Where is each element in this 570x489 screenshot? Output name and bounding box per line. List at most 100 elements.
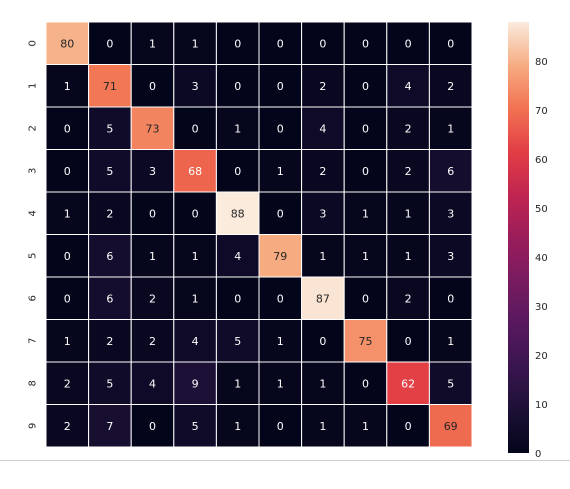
- heatmap-cell: [386, 276, 430, 320]
- cell-value-label: 4: [149, 377, 156, 390]
- y-tick-label: 6: [28, 295, 39, 301]
- heatmap-cell: [343, 361, 388, 405]
- heatmap-cell: [173, 361, 217, 405]
- y-tick-label: 5: [28, 253, 39, 259]
- cell-value-label: 1: [277, 335, 284, 348]
- cell-value-label: 0: [64, 165, 71, 178]
- heatmap-cell: [130, 404, 175, 448]
- cell-value-label: 0: [277, 292, 284, 305]
- cell-value-label: 1: [447, 335, 454, 348]
- heatmap-cell: [301, 191, 345, 235]
- heatmap-cell: [173, 64, 217, 108]
- cell-value-label: 0: [64, 250, 71, 263]
- heatmap-chart: 80 0 1 1 0 0 0 0 0 01 71 0 3 0 0 2 0 4 20 5 73 0 1 0 4 0 2 10 5 3 68 0 1…: [28, 21, 548, 460]
- cell-value-label: 6: [106, 292, 113, 305]
- heatmap-cell: [88, 191, 132, 235]
- y-tick-label: 9: [28, 423, 39, 429]
- heatmap-cell: [386, 106, 430, 150]
- cell-value-label: 4: [405, 80, 412, 93]
- cell-value-label: 0: [64, 122, 71, 135]
- heatmap-cell: [88, 64, 132, 108]
- heatmap-cell: [386, 319, 430, 363]
- heatmap-cell: [301, 106, 345, 150]
- y-tick-label: 0: [28, 40, 39, 46]
- cell-value-label: 1: [64, 207, 71, 220]
- cell-value-label: 2: [319, 80, 326, 93]
- cell-value-label: 2: [149, 335, 156, 348]
- heatmap-cell: [173, 404, 217, 448]
- colorbar-tick-label: 20: [535, 351, 548, 362]
- cell-value-label: 0: [64, 292, 71, 305]
- cell-value-label: 2: [447, 80, 454, 93]
- heatmap-cell: [45, 149, 90, 193]
- cell-value-label: 2: [64, 420, 71, 433]
- heatmap-cell: [215, 404, 260, 448]
- cell-value-label: 0: [234, 165, 241, 178]
- cell-value-label: 7: [106, 420, 113, 433]
- cell-value-label: 5: [106, 122, 113, 135]
- cell-value-label: 0: [149, 420, 156, 433]
- heatmap-cell: [215, 319, 260, 363]
- cell-value-label: 1: [319, 420, 326, 433]
- heatmap-cell: [428, 276, 473, 320]
- heatmap-cell: [343, 276, 388, 320]
- y-axis-ticks: 0 1 2 3 4 5 6 7 8 9: [28, 40, 39, 429]
- cell-value-label: 1: [362, 250, 369, 263]
- cell-value-label: 6: [447, 165, 454, 178]
- cell-value-label: 1: [234, 377, 241, 390]
- cell-value-label: 0: [319, 37, 326, 50]
- cell-value-label: 0: [362, 80, 369, 93]
- cell-value-label: 0: [362, 165, 369, 178]
- heatmap-cell: [45, 361, 90, 405]
- cell-value-label: 0: [234, 37, 241, 50]
- cell-value-label: 3: [447, 250, 454, 263]
- heatmap-cell: [215, 361, 260, 405]
- colorbar-tick-label: 60: [535, 155, 548, 166]
- cell-value-label: 1: [149, 37, 156, 50]
- cell-value-label: 2: [405, 292, 412, 305]
- cell-value-label: 1: [277, 377, 284, 390]
- y-tick-label: 8: [28, 380, 39, 386]
- colorbar-tick-label: 30: [535, 302, 548, 313]
- cell-value-label: 0: [405, 37, 412, 50]
- heatmap-cells: 80 0 1 1 0 0 0 0 0 01 71 0 3 0 0 2 0 4 20 5 73 0 1 0 4 0 2 10 5 3 68 0 1…: [45, 21, 473, 448]
- heatmap-cell: [301, 64, 345, 108]
- heatmap-cell: [88, 21, 132, 65]
- cell-value-label: 1: [362, 420, 369, 433]
- cell-value-label: 0: [362, 122, 369, 135]
- cell-value-label: 1: [405, 207, 412, 220]
- heatmap-cell: [88, 361, 132, 405]
- cell-value-label: 2: [405, 165, 412, 178]
- heatmap-cell: [428, 191, 473, 235]
- cell-value-label: 4: [319, 122, 326, 135]
- cell-value-label: 69: [444, 420, 458, 433]
- heatmap-cell: [301, 319, 345, 363]
- heatmap-cell: [88, 106, 132, 150]
- heatmap-cell: [258, 191, 303, 235]
- y-tick-label: 3: [28, 168, 39, 174]
- heatmap-cell: [130, 191, 175, 235]
- cell-value-label: 87: [316, 292, 330, 305]
- cell-value-label: 68: [188, 165, 202, 178]
- heatmap-cell: [301, 361, 345, 405]
- heatmap-cell: [386, 64, 430, 108]
- heatmap-cell: [173, 276, 217, 320]
- heatmap-cell: [343, 21, 388, 65]
- heatmap-cell: [130, 106, 175, 150]
- cell-value-label: 5: [106, 377, 113, 390]
- heatmap-cell: [301, 276, 345, 320]
- heatmap-cell: [258, 64, 303, 108]
- cell-value-label: 5: [234, 335, 241, 348]
- heatmap-cell: [173, 319, 217, 363]
- heatmap-cell: [343, 191, 388, 235]
- cell-value-label: 88: [231, 207, 245, 220]
- cell-value-label: 62: [401, 377, 415, 390]
- cell-value-label: 0: [106, 37, 113, 50]
- heatmap-cell: [428, 106, 473, 150]
- cell-value-label: 0: [149, 80, 156, 93]
- cell-value-label: 0: [234, 80, 241, 93]
- cell-value-label: 5: [192, 420, 199, 433]
- cell-value-label: 2: [106, 335, 113, 348]
- heatmap-cell: [258, 404, 303, 448]
- colorbar-tick-label: 40: [535, 253, 548, 264]
